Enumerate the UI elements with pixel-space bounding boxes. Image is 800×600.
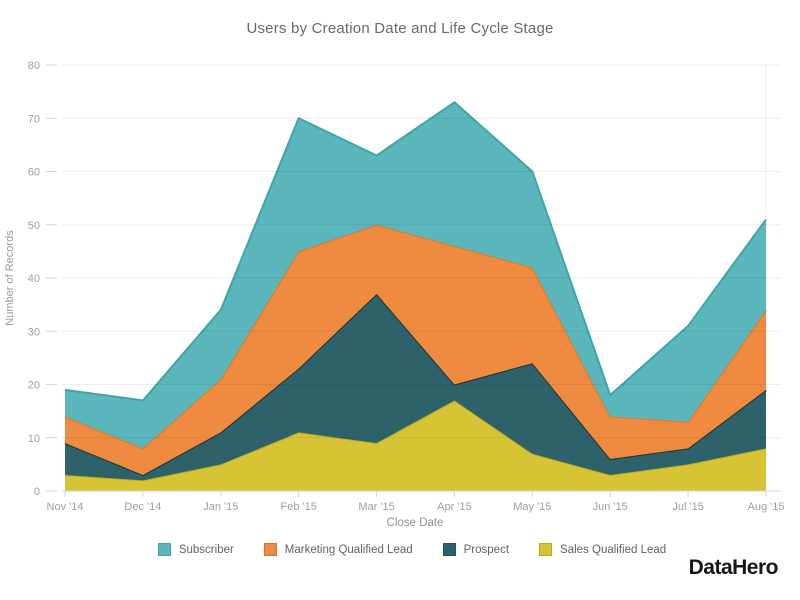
area-marketing-qualified-lead (65, 224, 766, 476)
y-tick-label: 30 (28, 326, 40, 338)
x-tick-label: May '15 (513, 501, 551, 513)
y-tick-label: 10 (28, 433, 40, 445)
legend-swatch-icon (539, 543, 553, 556)
area-subscriber (65, 102, 766, 449)
y-tick-label: 70 (28, 113, 40, 125)
area-prospect (65, 293, 766, 481)
area-sales-qualified-lead (65, 400, 766, 491)
legend-item-subscriber[interactable]: Subscriber (157, 543, 234, 556)
legend-swatch-icon (157, 543, 171, 556)
legend-item-sales-qualified-lead[interactable]: Sales Qualified Lead (539, 543, 666, 556)
x-tick-label: Aug '15 (748, 501, 785, 513)
x-tick-label: Dec '14 (124, 501, 161, 513)
x-tick-label: Mar '15 (358, 501, 394, 513)
legend-item-marketing-qualified-lead[interactable]: Marketing Qualified Lead (263, 543, 413, 556)
y-tick-label: 50 (28, 220, 40, 232)
y-tick-label: 0 (34, 486, 40, 498)
legend-item-prospect[interactable]: Prospect (442, 543, 510, 556)
y-tick-label: 60 (28, 167, 40, 179)
legend: Subscriber Marketing Qualified Lead Prospe… (0, 543, 800, 556)
y-tick-label: 80 (28, 60, 40, 72)
legend-swatch-icon (263, 543, 277, 556)
y-axis-title: Number of Records (4, 230, 16, 326)
x-tick-label: Feb '15 (280, 501, 316, 513)
x-tick-label: Jul '15 (672, 501, 703, 513)
legend-swatch-icon (442, 543, 456, 556)
y-tick-label: 40 (28, 273, 40, 285)
x-tick-label: Apr '15 (437, 501, 472, 513)
x-tick-label: Jan '15 (203, 501, 238, 513)
chart-title: Users by Creation Date and Life Cycle St… (246, 20, 554, 37)
legend-label: Prospect (463, 543, 510, 556)
edge-subscriber (64, 101, 767, 402)
y-tick-label: 20 (28, 380, 40, 392)
legend-label: Marketing Qualified Lead (284, 543, 413, 556)
x-axis-title: Close Date (386, 517, 444, 529)
legend-label: Sales Qualified Lead (560, 543, 667, 556)
legend-label: Subscriber (178, 543, 234, 556)
x-tick-label: Nov '14 (47, 501, 84, 513)
datahero-logo: DataHero (688, 556, 779, 579)
x-tick-label: Jun '15 (593, 501, 628, 513)
